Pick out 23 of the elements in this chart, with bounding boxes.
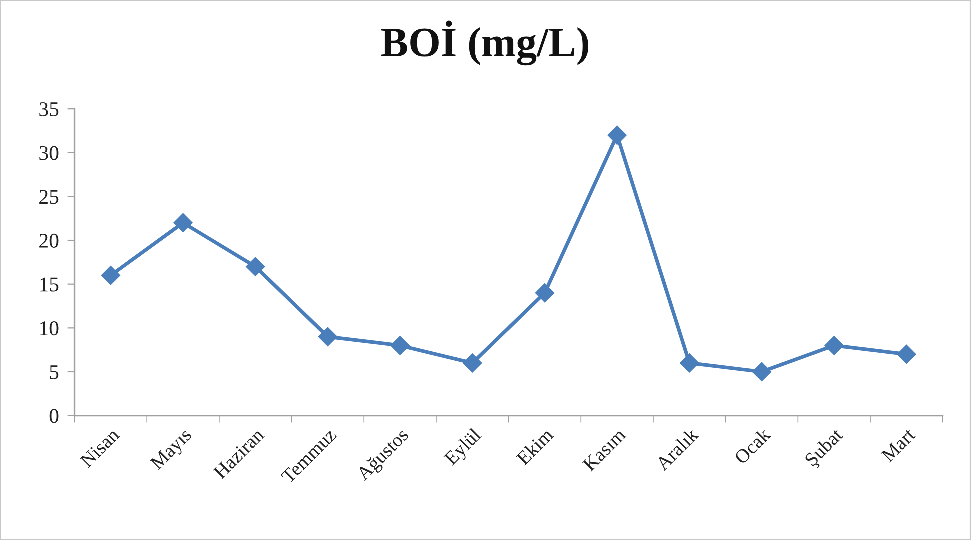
chart-title: BOİ (mg/L) [381, 20, 588, 66]
point [535, 283, 555, 303]
point [246, 257, 266, 277]
y-tick-label: 20 [40, 234, 59, 248]
point [101, 266, 121, 286]
point [752, 362, 772, 382]
y-tick-label: 10 [40, 322, 59, 336]
x-tick-label: Ocak [734, 426, 772, 466]
x-tick-label: Mart [880, 428, 916, 463]
point [462, 353, 482, 374]
y-tick-label: 15 [40, 278, 59, 292]
y-tick-label: 5 [50, 366, 59, 380]
point [607, 126, 628, 146]
point [318, 327, 338, 347]
point [896, 344, 916, 364]
y-tick-label: 30 [40, 146, 59, 160]
y-tick-label: 35 [40, 102, 59, 117]
y-tick-label: 25 [40, 190, 59, 204]
y-tick-label: 0 [50, 409, 59, 424]
point [390, 336, 410, 356]
point [824, 336, 844, 356]
point [173, 213, 194, 233]
point [680, 353, 700, 374]
